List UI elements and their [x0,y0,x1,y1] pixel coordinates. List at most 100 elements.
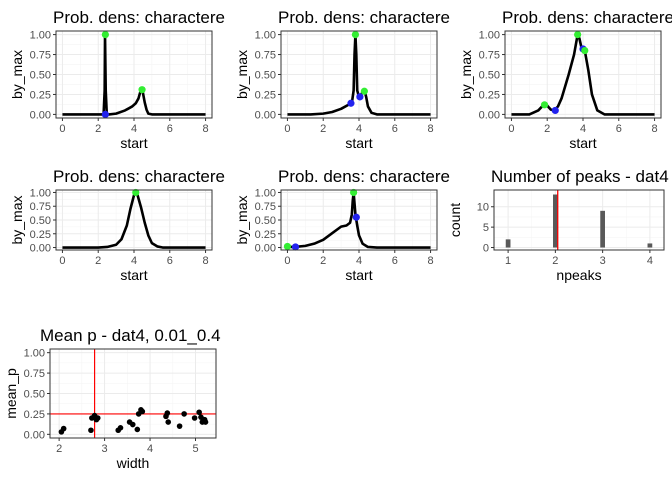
scatter-point [117,424,124,431]
y-tick-label: 0.50 [255,215,276,227]
panel-title: Mean p - dat4, 0.01_0.4 [40,326,221,345]
panel-border [55,30,213,119]
panel-title: Number of peaks - dat4 [491,167,669,186]
peak-point [283,242,292,251]
x-tick-label: 6 [167,255,173,267]
scatter-point [202,419,209,425]
plot-area [62,33,206,116]
scatter-point [94,415,101,421]
peak-point [350,188,358,197]
density-line [287,33,431,116]
peak-point [132,188,140,197]
x-tick-label: 8 [427,255,433,267]
x-tick-label: 1 [505,255,511,267]
x-tick-label: 0 [284,255,290,267]
y-tick-label: 0.00 [255,243,276,255]
y-tick-label: 0.50 [30,215,51,227]
y-tick-label: 0 [483,243,489,255]
scatter-point [60,425,67,432]
x-tick-label: 8 [427,123,433,135]
x-axis-label: start [345,135,372,151]
y-tick-label: 0.25 [255,229,276,241]
scatter-point [164,410,171,416]
peak-point [581,46,589,55]
y-tick-label: 1.00 [255,30,276,42]
y-tick-label: 0.75 [255,201,276,213]
y-tick-label: 0.25 [30,89,51,101]
y-tick-label: 0.50 [30,70,51,82]
x-tick-label: 2 [56,443,62,455]
panel-title: Prob. dens: charactere [278,8,450,27]
x-axis-label: width [116,455,150,471]
count-bar [600,210,605,248]
peak-point [540,101,549,109]
valley-point [291,243,300,251]
y-tick-label: 0.00 [30,109,51,121]
y-axis-label: mean_p [3,368,19,419]
x-tick-label: 5 [192,443,198,455]
scatter-point [191,415,198,421]
panel-border [280,30,438,119]
density-line [62,33,206,116]
x-tick-label: 2 [320,255,326,267]
x-tick-label: 0 [284,123,290,135]
panel-border [49,348,217,439]
peak-point [138,86,146,94]
x-tick-label: 3 [600,255,606,267]
y-tick-label: 10 [477,202,489,214]
y-tick-label: 0.00 [30,243,51,255]
x-tick-label: 4 [131,123,137,135]
y-axis-label: by_max [234,195,250,244]
scatter-point [129,421,136,428]
panel-border [55,189,213,251]
y-tick-label: 0.75 [30,50,51,62]
plot-area [287,33,431,116]
count-bar [505,239,511,248]
y-axis-label: by_max [9,50,25,99]
peak-point [360,87,368,95]
y-tick-label: 0.75 [30,201,51,213]
x-tick-label: 2 [552,255,558,267]
y-axis-label: by_max [9,195,25,244]
valley-point [347,99,355,107]
x-tick-label: 0 [59,123,65,135]
panel-border [504,30,662,119]
y-axis-label: by_max [234,50,250,99]
count-bar [553,194,558,248]
y-axis-label: count [447,203,463,237]
x-axis-label: start [120,267,147,283]
panel-border [280,189,438,251]
x-tick-label: 3 [102,443,108,455]
chart-panel-6: 1 2 3 4 0 5 10 Number of peaks - dat4 npeaks coun… [447,167,669,283]
scatter-point [196,409,202,416]
x-tick-label: 0 [59,255,65,267]
x-axis-label: start [345,267,372,283]
scatter-point [181,411,187,417]
panel-border [493,189,665,251]
x-axis-label: start [120,135,147,151]
y-tick-label: 0.00 [24,429,45,441]
y-tick-label: 5 [483,222,489,234]
peak-point [351,30,360,39]
y-tick-label: 0.75 [24,368,45,380]
y-tick-label: 1.00 [30,187,51,199]
peak-point [101,30,109,39]
panel-title: Prob. dens: charactere [53,8,225,27]
y-tick-label: 0.50 [479,70,500,82]
plot-area [287,191,431,249]
x-tick-label: 2 [95,123,101,135]
count-bar [647,243,653,248]
x-tick-label: 2 [320,123,326,135]
x-tick-label: 8 [202,123,208,135]
y-tick-label: 0.50 [255,70,276,82]
y-tick-label: 0.50 [24,389,45,401]
valley-point [352,213,360,221]
x-tick-label: 8 [202,255,208,267]
y-tick-label: 1.00 [24,348,45,360]
y-axis-label: by_max [458,50,474,99]
x-tick-label: 4 [356,255,362,267]
y-tick-label: 1.00 [479,30,500,42]
